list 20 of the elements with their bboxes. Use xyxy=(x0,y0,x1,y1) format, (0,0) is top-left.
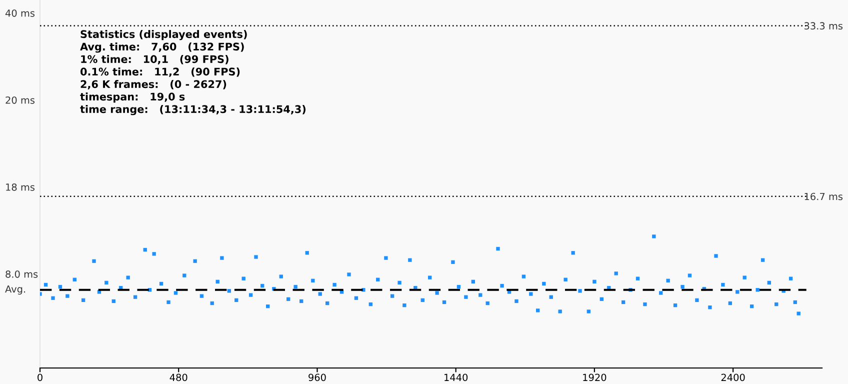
annotation: 0.1% time: 11,2 (90 FPS) xyxy=(80,68,240,77)
x-tick-label: 0 xyxy=(38,374,42,382)
text: 8.0 ms xyxy=(6,270,38,278)
annotation: 1% time: 10,1 (99 FPS) xyxy=(81,55,228,64)
ref-line-label: Avg. xyxy=(5,285,26,295)
annotation: time range: (13:11:34,3 - 13:11:54,3) xyxy=(80,105,306,116)
x-tick-label: 1440 xyxy=(444,374,468,382)
y-tick-label: 33.3 ms xyxy=(804,22,843,30)
x-tick-label: 2400 xyxy=(721,374,745,382)
text: 20 ms xyxy=(6,96,35,104)
annotation: 2,6 K frames: (0 - 2627) xyxy=(80,80,226,90)
y-tick-label: 16.7 ms xyxy=(804,192,843,200)
x-tick-label: 960 xyxy=(308,374,326,382)
annotation: Statistics (displayed events) xyxy=(80,30,247,40)
annotation: timespan: 19,0 s xyxy=(80,92,185,103)
x-tick-label: 480 xyxy=(170,374,188,382)
text: 40 ms xyxy=(5,9,35,17)
x-tick-label: 1920 xyxy=(583,374,606,382)
annotation: Avg. time: 7,60 (132 FPS) xyxy=(80,42,244,53)
text: 18 ms xyxy=(6,183,35,191)
